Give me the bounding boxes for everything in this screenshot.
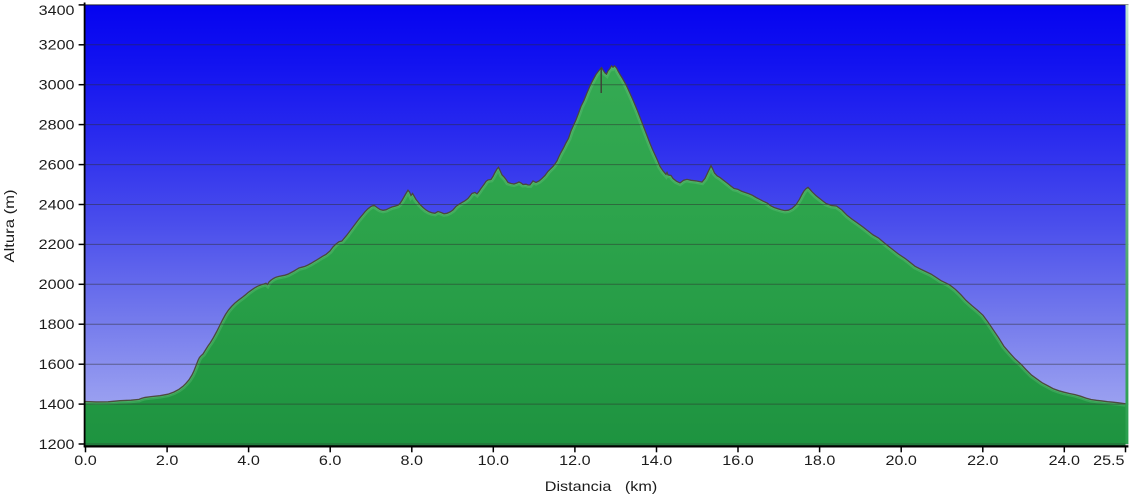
svg-text:1600: 1600 <box>39 356 75 372</box>
svg-text:20.0: 20.0 <box>886 452 918 468</box>
svg-text:12.0: 12.0 <box>559 452 591 468</box>
svg-text:8.0: 8.0 <box>401 452 424 468</box>
svg-text:16.0: 16.0 <box>722 452 754 468</box>
svg-text:3200: 3200 <box>39 37 75 53</box>
svg-text:24.0: 24.0 <box>1049 452 1081 468</box>
svg-text:1800: 1800 <box>39 316 75 332</box>
svg-text:14.0: 14.0 <box>641 452 673 468</box>
svg-text:10.0: 10.0 <box>478 452 510 468</box>
svg-text:0.0: 0.0 <box>74 452 97 468</box>
svg-text:Distancia (km): Distancia (km) <box>545 478 658 494</box>
svg-text:2200: 2200 <box>39 236 75 252</box>
svg-text:Altura (m): Altura (m) <box>1 190 17 263</box>
svg-text:2.0: 2.0 <box>156 452 179 468</box>
svg-text:1200: 1200 <box>39 436 75 452</box>
svg-text:2800: 2800 <box>39 116 75 132</box>
svg-text:3400: 3400 <box>39 2 75 18</box>
svg-text:2000: 2000 <box>39 276 75 292</box>
svg-text:22.0: 22.0 <box>967 452 999 468</box>
svg-text:3000: 3000 <box>39 77 75 93</box>
svg-text:6.0: 6.0 <box>319 452 342 468</box>
svg-text:2600: 2600 <box>39 156 75 172</box>
svg-text:18.0: 18.0 <box>804 452 836 468</box>
svg-text:2400: 2400 <box>39 196 75 212</box>
svg-text:1400: 1400 <box>39 396 75 412</box>
svg-text:4.0: 4.0 <box>237 452 260 468</box>
svg-text:25.5: 25.5 <box>1093 452 1125 468</box>
